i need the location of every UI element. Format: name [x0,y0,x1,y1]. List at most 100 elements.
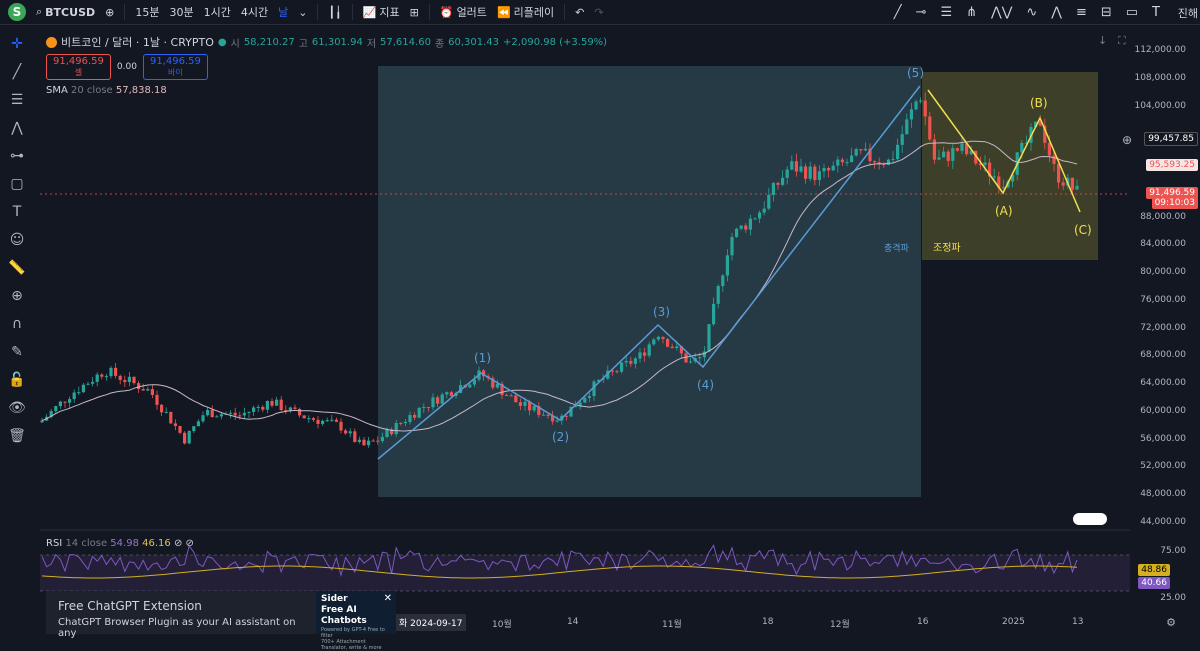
candle-body [735,228,739,237]
pattern-tool-icon[interactable]: ⋀ [11,120,23,136]
candle-body [118,375,122,381]
candle-body [417,407,421,418]
horizontal-lines-icon[interactable]: ☰ [10,92,24,108]
emoji-icon[interactable]: ☺ [9,232,25,248]
candle-body [983,162,987,166]
wave-label-b: (B) [1030,96,1048,110]
projection-icon[interactable]: ⊶ [10,148,24,164]
symbol-label: BTCUSD [45,5,96,19]
candle-body [859,149,863,151]
candle-body [509,395,513,397]
pattern-icon[interactable]: ⋀⋁ [991,4,1013,20]
ruler-icon[interactable]: ⊟ [1100,4,1112,20]
time-label-13: 13 [1072,617,1084,627]
candle-body [845,162,849,164]
pitchfork-icon[interactable]: ⋔ [966,4,978,20]
trash-icon[interactable]: 🗑 [8,428,26,444]
symbol-search[interactable]: ⌕ BTCUSD [36,5,95,19]
alert-button[interactable]: ⏰ 얼러트 [440,4,487,20]
interval-dropdown[interactable]: ⌄ [298,6,307,19]
us-flag-icon[interactable] [1073,513,1107,525]
right-menu-label[interactable]: 진해 [1177,7,1198,20]
elliott-wave-icon[interactable]: ∿ [1026,4,1038,20]
buy-button[interactable]: 91,496.59 바이 [142,54,208,80]
zoom-icon[interactable]: ⊕ [11,288,23,304]
candle-body [206,409,210,416]
price-axis-label: 108,000.00 [1134,72,1186,83]
time-label-2025: 2025 [1002,617,1025,627]
sell-button[interactable]: 91,496.59 셀 [46,54,111,80]
fullscreen-icon[interactable]: ⛶ [1118,34,1126,47]
price-axis-label: 76,000.00 [1140,294,1186,305]
rectangle-tool-icon[interactable]: ▢ [10,176,24,192]
trendline-icon[interactable]: ╱ [893,4,902,20]
candle-body [505,394,509,396]
fib-icon[interactable]: ≡ [1075,4,1087,20]
candle-body [886,159,890,166]
sider-ad[interactable]: Sider Free AI Chatbots Powered by GPT-4 … [316,591,396,651]
interval-30m[interactable]: 30분 [169,6,194,19]
candle-body [261,406,265,410]
rectangle-icon[interactable]: ▭ [1125,4,1139,20]
crosshair-icon[interactable]: ✛ [11,36,23,52]
layout-button[interactable]: ⊞ [410,6,419,19]
time-label-14: 14 [567,617,579,627]
undo-button[interactable]: ↶ [575,6,584,19]
pencil-lock-icon[interactable]: ✎ [11,344,23,360]
ruler-tool-icon[interactable]: 📏 [8,260,26,276]
redo-icon: ↷ [594,5,604,19]
symbol-title[interactable]: 비트코인 / 달러 · 1날 · CRYPTO [61,36,214,49]
price-axis-label: 64,000.00 [1140,378,1186,389]
magnet-icon[interactable]: ∩ [11,316,23,332]
sma-legend[interactable]: SMA 20 close 57,838.18 [46,85,607,96]
abcd-icon[interactable]: ⋀ [1051,4,1062,20]
candle-body [896,144,900,159]
candle-body [440,394,444,404]
candle-body [91,381,95,384]
rsi-legend[interactable]: RSI 14 close 54.98 46.16 ⊘ ⊘ [46,538,194,549]
add-alert-icon[interactable]: ⊕ [1122,133,1133,147]
candle-body [744,225,748,230]
extension-popup[interactable]: Free ChatGPT Extension ChatGPT Browser P… [46,591,316,639]
close-icon[interactable]: ✕ [383,593,392,604]
interval-15m[interactable]: 15분 [135,6,160,19]
interval-day[interactable]: 날 [278,6,289,19]
rsi-band [40,555,1130,591]
chevron-down-icon: ⌄ [298,5,308,19]
correction-wave-line[interactable] [927,89,1081,213]
eye-icon[interactable]: 👁 [8,400,26,416]
impulse-wave-line[interactable] [377,85,921,460]
correction-zone-box[interactable] [922,72,1098,260]
candle-body [63,401,67,403]
lock-icon[interactable]: 🔓 [8,372,26,388]
add-symbol-button[interactable]: ⊕ [105,6,114,19]
text-icon[interactable]: T [1152,4,1160,20]
redo-button[interactable]: ↷ [594,6,603,19]
indicators-button[interactable]: 📈 지표 [363,4,400,20]
price-chart[interactable]: (1) (2) (3) (4) (5) (A) (B) (C) 충격파 조정파 [0,0,1200,634]
candle-body [647,344,651,356]
alert-label: 얼러트 [456,6,487,19]
time-label-18: 18 [762,617,774,627]
candle-body [730,236,734,256]
candle-body [49,411,53,417]
candle-body [771,182,775,195]
trendline-tool-icon[interactable]: ╱ [12,64,22,80]
rsi-params: 14 close [65,538,108,549]
candle-type-button[interactable]: ┃╽ [328,6,341,19]
interval-1h[interactable]: 1시간 [203,6,231,19]
replay-button[interactable]: ⏪ 리플레이 [497,4,554,20]
candle-body [840,159,844,163]
text-tool-icon[interactable]: T [12,204,22,220]
impulse-zone-box[interactable] [378,66,921,497]
parallel-channel-icon[interactable]: ☰ [940,4,953,20]
logo[interactable]: S [8,3,26,21]
candle-body [449,392,453,396]
settings-gear-icon[interactable]: ⚙ [1166,616,1176,629]
candle-body [54,406,58,412]
rsi-tag-2: 40.66 [1138,577,1170,589]
interval-4h[interactable]: 4시간 [240,6,269,19]
download-icon[interactable]: ↓ [1098,34,1108,47]
wave-label-1: (1) [474,351,491,365]
horizontal-line-icon[interactable]: ⊸ [915,4,927,20]
